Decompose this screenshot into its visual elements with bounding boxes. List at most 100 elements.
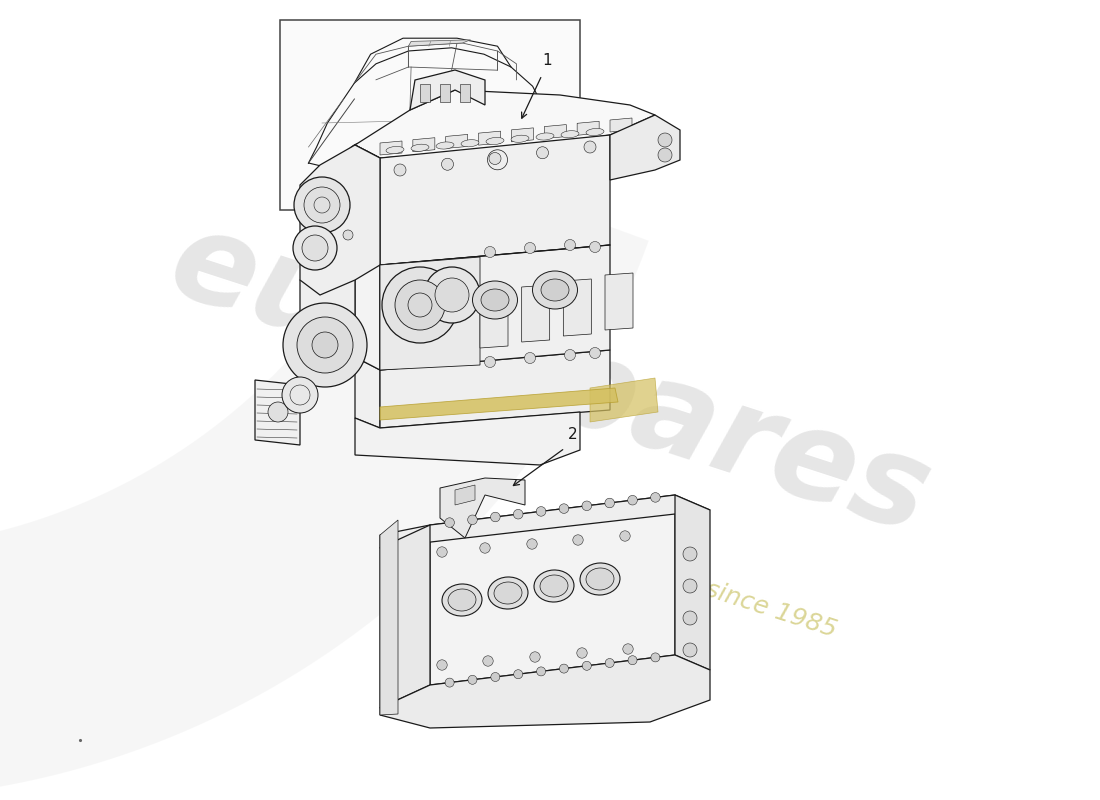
Text: a passion for... since 1985: a passion for... since 1985 [520,518,839,642]
Ellipse shape [488,577,528,609]
Ellipse shape [534,570,574,602]
Circle shape [480,542,491,554]
Ellipse shape [512,135,529,142]
Circle shape [304,187,340,223]
Circle shape [490,153,500,165]
Ellipse shape [461,140,478,147]
Polygon shape [590,378,658,422]
Polygon shape [675,495,710,670]
Circle shape [683,547,697,561]
Polygon shape [521,285,550,342]
Polygon shape [300,145,379,295]
Bar [460,84,470,102]
Circle shape [468,675,477,684]
Bar [280,20,580,210]
Polygon shape [410,70,485,110]
Circle shape [530,652,540,662]
Circle shape [525,242,536,254]
Polygon shape [0,155,649,800]
Circle shape [483,656,493,666]
Polygon shape [379,141,401,155]
Ellipse shape [541,279,569,301]
Polygon shape [446,134,468,149]
Polygon shape [379,135,610,265]
Circle shape [441,158,453,170]
Polygon shape [440,478,525,538]
Polygon shape [430,495,675,685]
Circle shape [484,357,495,367]
Polygon shape [610,115,680,180]
Circle shape [628,495,637,505]
Circle shape [283,303,367,387]
Polygon shape [300,252,355,385]
Circle shape [481,142,515,177]
Polygon shape [255,380,300,445]
Circle shape [658,148,672,162]
Bar [420,84,430,102]
Circle shape [382,267,458,343]
Circle shape [514,510,522,519]
Polygon shape [578,122,600,135]
Bar [440,84,450,102]
Ellipse shape [536,133,554,140]
Text: 1: 1 [542,53,552,68]
Circle shape [293,226,337,270]
Circle shape [584,141,596,153]
Text: eurospares: eurospares [155,200,945,560]
Polygon shape [379,245,610,370]
Circle shape [537,667,546,676]
Circle shape [683,611,697,625]
Circle shape [683,579,697,593]
Circle shape [650,493,660,502]
Circle shape [590,242,601,253]
Polygon shape [610,118,632,132]
Polygon shape [379,655,710,728]
Ellipse shape [532,271,578,309]
Polygon shape [355,90,654,158]
Circle shape [527,539,537,549]
Circle shape [605,498,615,508]
Polygon shape [408,40,471,46]
Ellipse shape [481,289,509,311]
Polygon shape [455,485,475,505]
Circle shape [394,164,406,176]
Polygon shape [412,138,434,152]
Circle shape [623,644,634,654]
Circle shape [268,402,288,422]
Polygon shape [379,525,430,708]
Ellipse shape [386,146,404,154]
Polygon shape [355,252,380,370]
Circle shape [437,660,448,670]
Circle shape [424,267,480,323]
Polygon shape [379,520,398,715]
Polygon shape [478,131,500,145]
Circle shape [576,648,587,658]
Circle shape [282,377,318,413]
Circle shape [590,347,601,358]
Circle shape [343,230,353,240]
Ellipse shape [561,130,579,138]
Ellipse shape [586,129,604,135]
Ellipse shape [580,563,620,595]
Polygon shape [355,357,380,428]
Polygon shape [379,388,618,420]
Circle shape [302,235,328,261]
Polygon shape [379,350,610,428]
Ellipse shape [436,142,454,149]
Circle shape [352,150,373,170]
Circle shape [582,501,592,510]
Circle shape [605,658,614,667]
Circle shape [491,512,501,522]
Ellipse shape [586,568,614,590]
Circle shape [312,332,338,358]
Polygon shape [379,495,710,548]
Polygon shape [355,145,380,265]
Circle shape [395,280,446,330]
Ellipse shape [442,584,482,616]
Circle shape [297,317,353,373]
Circle shape [468,515,477,525]
Polygon shape [512,128,534,142]
Circle shape [628,656,637,665]
Circle shape [651,653,660,662]
Ellipse shape [448,589,476,611]
